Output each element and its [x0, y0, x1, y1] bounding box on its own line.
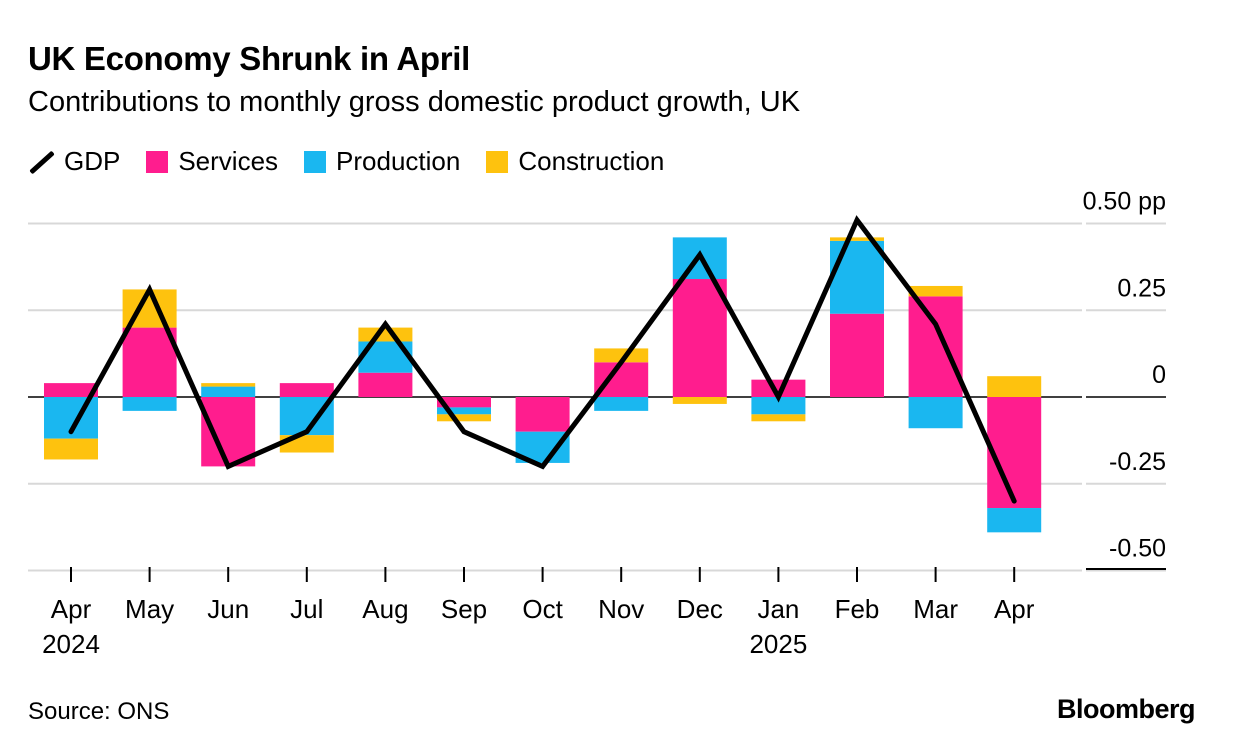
bar-construction-4	[358, 327, 413, 342]
bar-production-12	[987, 508, 1042, 533]
bar-construction-11	[908, 285, 963, 297]
y-tick-label: -0.25	[1109, 448, 1166, 476]
bar-construction-9	[751, 414, 806, 422]
bar-services-5	[437, 397, 491, 408]
legend-item-services: Services	[146, 146, 278, 177]
x-tick-label: Jun	[207, 594, 249, 624]
bar-construction-10	[830, 237, 884, 241]
bar-construction-8	[672, 397, 727, 404]
x-tick-label: Apr	[994, 594, 1035, 624]
legend-swatch-services	[146, 150, 169, 173]
bar-services-12	[987, 397, 1042, 509]
x-tick-label: Dec	[677, 594, 723, 624]
gdp-line	[68, 215, 1017, 504]
bar-construction-12	[987, 376, 1042, 397]
bar-services-0	[44, 383, 98, 397]
y-tick-label: 0	[1152, 361, 1166, 389]
bar-services-3	[279, 383, 334, 397]
legend-swatch-production	[304, 150, 327, 173]
bar-services-9	[751, 379, 806, 397]
x-tick-label: Mar	[913, 594, 958, 624]
x-year-label: 2024	[42, 629, 100, 659]
legend-label-production: Production	[336, 146, 461, 176]
x-tick-label: Jul	[290, 594, 323, 624]
chart-subtitle: Contributions to monthly gross domestic …	[28, 86, 801, 118]
source-note: Source: ONS	[28, 698, 170, 725]
x-tick-label: Oct	[522, 594, 563, 624]
bar-production-5	[437, 407, 491, 415]
bar-services-4	[358, 372, 413, 397]
bar-production-2	[201, 386, 256, 397]
y-tick-label: 0.50 pp	[1083, 188, 1166, 216]
bar-services-8	[672, 279, 727, 397]
bar-production-9	[751, 397, 806, 415]
x-tick-label: May	[125, 594, 174, 624]
legend-label-construction: Construction	[518, 146, 665, 176]
x-year-label: 2025	[749, 629, 807, 659]
x-tick-label: Aug	[362, 594, 408, 624]
x-tick-label: Jan	[757, 594, 799, 624]
legend-label-gdp: GDP	[64, 146, 121, 176]
y-tick-label: 0.25	[1117, 274, 1166, 302]
bar-production-11	[908, 397, 963, 429]
y-tick-label: -0.50	[1109, 535, 1166, 563]
bar-construction-2	[201, 383, 256, 387]
legend: GDP Services Production Construction	[28, 146, 690, 177]
bar-services-10	[830, 313, 884, 397]
bar-construction-5	[437, 414, 491, 422]
bar-services-6	[515, 397, 570, 432]
x-tick-label: Nov	[598, 594, 644, 624]
bar-services-11	[908, 296, 963, 397]
legend-item-production: Production	[304, 146, 460, 177]
bar-services-1	[122, 327, 177, 397]
legend-swatch-construction	[486, 150, 509, 173]
bar-services-7	[594, 362, 649, 397]
legend-label-services: Services	[178, 146, 279, 176]
bar-production-10	[830, 240, 884, 314]
bar-production-7	[594, 397, 649, 411]
brand-logo: Bloomberg	[1056, 694, 1196, 724]
x-tick-label: Feb	[835, 594, 880, 624]
x-tick-label: Apr	[51, 594, 92, 624]
bar-construction-0	[44, 438, 98, 460]
chart-title: UK Economy Shrunk in April	[28, 40, 471, 77]
x-tick-label: Sep	[441, 594, 487, 624]
legend-item-construction: Construction	[486, 146, 664, 177]
legend-item-gdp: GDP	[28, 146, 120, 177]
bar-production-1	[122, 397, 177, 411]
bar-construction-7	[594, 348, 649, 363]
